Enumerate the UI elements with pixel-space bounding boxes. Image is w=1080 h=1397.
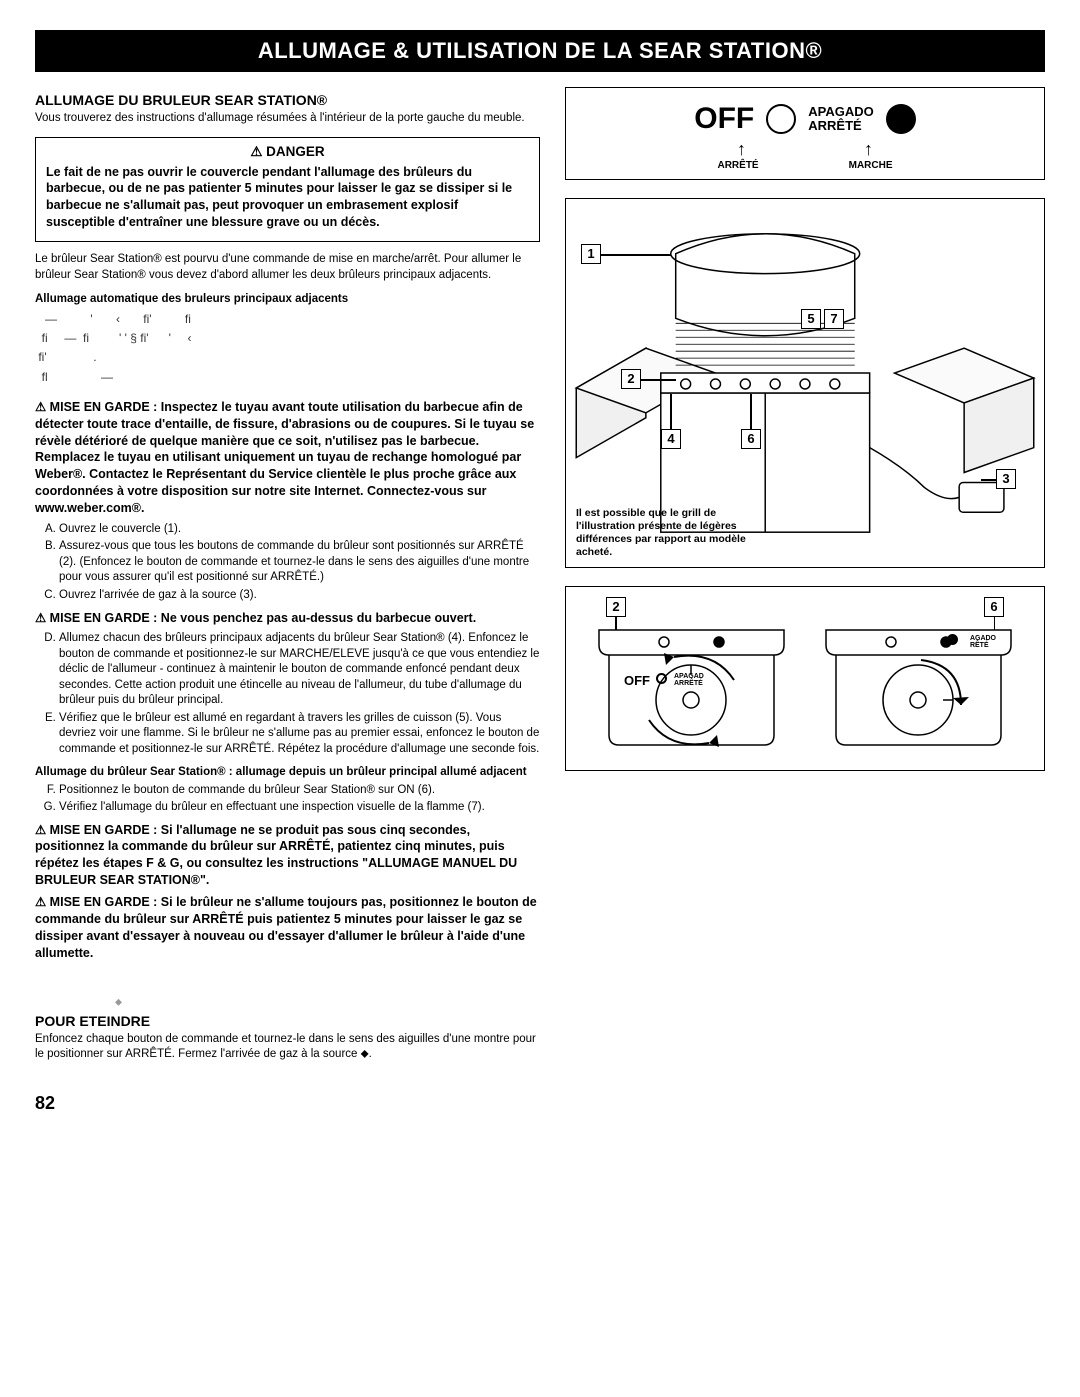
- knob-panel-left: OFF APAGAD ARRÊTÉ: [594, 625, 789, 755]
- section-heading: ALLUMAGE DU BRULEUR SEAR STATION®: [35, 92, 540, 108]
- list-item: Vérifiez l'allumage du brûleur en effect…: [59, 800, 540, 816]
- marche-sublabel: MARCHE: [849, 160, 893, 171]
- grill-caption: Il est possible que le grill de l'illust…: [576, 507, 776, 560]
- up-arrow-icon: ↑: [737, 140, 746, 158]
- knob-diagram: 2 6: [565, 586, 1045, 771]
- subsection-bold-2: Allumage du brûleur Sear Station® : allu…: [35, 766, 540, 778]
- callout-7: 7: [824, 309, 844, 329]
- subsection-bold: Allumage automatique des bruleurs princi…: [35, 293, 540, 305]
- knob-off-label: OFF: [624, 673, 650, 688]
- apagado-arrete-label: APAGADO ARRÊTÉ: [808, 105, 873, 134]
- danger-body: Le fait de ne pas ouvrir le couvercle pe…: [46, 164, 529, 232]
- knob-panel-right: AGADO RÊTÉ: [821, 625, 1016, 755]
- steps-de: Allumez chacun des brûleurs principaux a…: [35, 631, 540, 757]
- page-number: 82: [35, 1093, 1045, 1114]
- list-item: Ouvrez l'arrivée de gaz à la source (3).: [59, 588, 540, 604]
- steps-abc: Ouvrez le couvercle (1). Assurez-vous qu…: [35, 522, 540, 604]
- left-column: ALLUMAGE DU BRULEUR SEAR STATION® Vous t…: [35, 87, 540, 1073]
- intro-text: Vous trouverez des instructions d'alluma…: [35, 111, 540, 127]
- callout-4: 4: [661, 429, 681, 449]
- warning-4: ⚠ MISE EN GARDE : Si le brûleur ne s'all…: [35, 894, 540, 962]
- open-circle-icon: [766, 104, 796, 134]
- list-item: Positionnez le bouton de commande du brû…: [59, 783, 540, 799]
- open-circle-icon: [656, 673, 667, 684]
- callout-6-knob: 6: [984, 597, 1004, 617]
- callout-1: 1: [581, 244, 601, 264]
- right-column: OFF APAGADO ARRÊTÉ ↑ ↑ ARRÊTÉ MARCHE: [565, 87, 1045, 1073]
- off-label: OFF: [694, 102, 754, 136]
- filled-circle-icon: [886, 104, 916, 134]
- warning-2: ⚠ MISE EN GARDE : Ne vous penchez pas au…: [35, 610, 540, 627]
- list-item: Assurez-vous que tous les boutons de com…: [59, 539, 540, 586]
- warning-1: ⚠ MISE EN GARDE : Inspectez le tuyau ava…: [35, 399, 540, 517]
- callout-5: 5: [801, 309, 821, 329]
- paragraph: Le brûleur Sear Station® est pourvu d'un…: [35, 252, 540, 283]
- title-bar: ALLUMAGE & UTILISATION DE LA SEAR STATIO…: [35, 30, 1045, 72]
- steps-fg: Positionnez le bouton de commande du brû…: [35, 783, 540, 816]
- off-indicator-diagram: OFF APAGADO ARRÊTÉ ↑ ↑ ARRÊTÉ MARCHE: [565, 87, 1045, 180]
- eteindre-heading: POUR ETEINDRE: [35, 1013, 540, 1029]
- manual-page: ALLUMAGE & UTILISATION DE LA SEAR STATIO…: [0, 0, 1080, 1134]
- callout-2-knob: 2: [606, 597, 626, 617]
- callout-2: 2: [621, 369, 641, 389]
- list-item: Allumez chacun des brûleurs principaux a…: [59, 631, 540, 709]
- up-arrow-icon: ↑: [864, 140, 873, 158]
- callout-6: 6: [741, 429, 761, 449]
- knob-apagado-label: APAGAD ARRÊTÉ: [674, 673, 704, 687]
- list-item: Vérifiez que le brûleur est allumé en re…: [59, 711, 540, 758]
- arrete-sublabel: ARRÊTÉ: [717, 160, 758, 171]
- callout-3: 3: [996, 469, 1016, 489]
- filled-circle-icon: [947, 634, 958, 645]
- knob-apagado-label-right: AGADO RÊTÉ: [970, 635, 996, 649]
- danger-box: ⚠ DANGER Le fait de ne pas ouvrir le cou…: [35, 137, 540, 243]
- grill-diagram: 1 2 3 4 5 6 7 Il est possible que le gri…: [565, 198, 1045, 568]
- danger-heading: ⚠ DANGER: [46, 144, 529, 160]
- list-item: Ouvrez le couvercle (1).: [59, 522, 540, 538]
- two-column-layout: ALLUMAGE DU BRULEUR SEAR STATION® Vous t…: [35, 87, 1045, 1073]
- diamond-marker: ⬥: [115, 997, 540, 1008]
- garbled-text: — ' ‹ fi' fi fi — fi ' ' § fi' ' ‹ fi' .…: [35, 310, 540, 387]
- eteindre-body: Enfoncez chaque bouton de commande et to…: [35, 1032, 540, 1063]
- warning-3: ⚠ MISE EN GARDE : Si l'allumage ne se pr…: [35, 822, 540, 890]
